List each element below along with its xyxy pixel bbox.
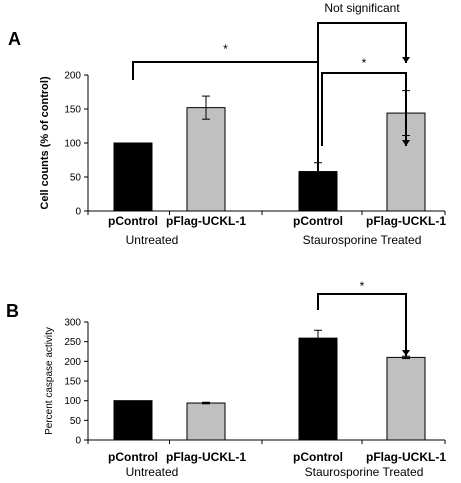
x-tick-label: pFlag-UCKL-1 — [166, 450, 246, 464]
panel-label: B — [6, 301, 19, 321]
x-tick-label: pControl — [293, 450, 343, 464]
bar — [186, 402, 226, 441]
group-label: Staurosporine Treated — [305, 465, 424, 479]
y-tick-label: 250 — [64, 337, 81, 348]
bar — [298, 337, 338, 441]
x-tick-label: pControl — [293, 214, 343, 228]
x-tick-label: pControl — [108, 450, 158, 464]
bar — [113, 142, 153, 212]
significance-star: * — [360, 279, 365, 293]
y-tick-label: 50 — [70, 173, 82, 184]
significance-bracket — [317, 22, 407, 170]
x-tick-label: pFlag-UCKL-1 — [366, 450, 446, 464]
bar — [386, 356, 426, 441]
y-tick-label: 100 — [64, 396, 81, 407]
y-tick-label: 50 — [70, 416, 82, 427]
y-tick-label: 200 — [64, 71, 81, 82]
y-tick-label: 150 — [64, 377, 81, 388]
significance-bracket — [317, 293, 407, 356]
significance-star: * — [362, 56, 367, 70]
group-label: Untreated — [126, 233, 179, 247]
y-tick-label: 300 — [64, 318, 81, 329]
y-tick-label: 0 — [75, 207, 81, 218]
arrow-head — [314, 203, 322, 209]
arrow-head — [402, 140, 410, 146]
y-tick-label: 150 — [64, 105, 81, 116]
group-label: Staurosporine Treated — [303, 233, 422, 247]
significance-bracket — [321, 72, 407, 146]
arrow-head — [402, 57, 410, 63]
y-tick-label: 100 — [64, 139, 81, 150]
y-tick-label: 0 — [75, 436, 81, 447]
x-tick-label: pControl — [108, 214, 158, 228]
panel-label: A — [8, 29, 21, 49]
significance-star: * — [223, 42, 228, 56]
y-tick-label: 200 — [64, 357, 81, 368]
bar — [186, 107, 226, 212]
significance-label: Not significant — [324, 1, 400, 15]
y-axis-label: Cell counts (% of control) — [39, 76, 51, 210]
x-tick-label: pFlag-UCKL-1 — [166, 214, 246, 228]
bar — [113, 400, 153, 441]
arrow-head — [402, 350, 410, 356]
x-tick-label: pFlag-UCKL-1 — [366, 214, 446, 228]
group-label: Untreated — [126, 465, 179, 479]
y-axis-label: Percent caspase activity — [44, 327, 55, 435]
